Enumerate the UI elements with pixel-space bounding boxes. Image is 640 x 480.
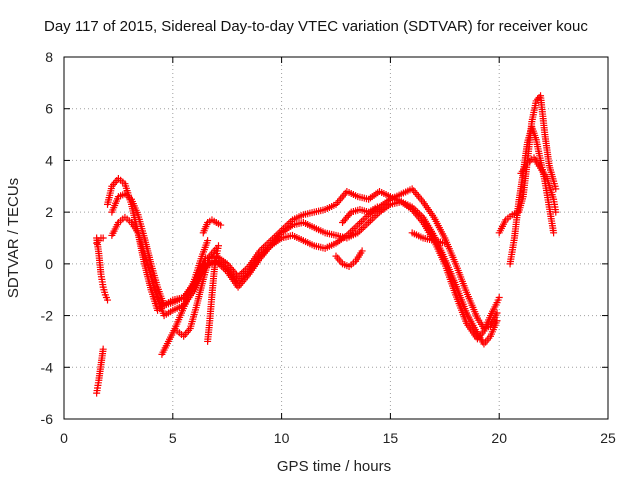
data-point — [414, 192, 422, 200]
data-point — [410, 187, 418, 195]
x-tick-label: 15 — [383, 430, 399, 446]
data-point — [217, 221, 225, 229]
data-point — [337, 195, 345, 203]
x-tick-label: 10 — [274, 430, 290, 446]
y-tick-label: 4 — [45, 152, 53, 168]
y-tick-label: -4 — [41, 359, 54, 375]
data-point — [99, 345, 107, 353]
x-tick-label: 25 — [600, 430, 616, 446]
x-tick-label: 0 — [60, 430, 68, 446]
data-point — [550, 229, 558, 237]
x-tick-label: 5 — [169, 430, 177, 446]
axis-ticks: 0 5 10 15 20 25 -6 -4 -2 0 2 4 6 8 — [41, 49, 616, 446]
data-point — [214, 242, 222, 250]
y-tick-label: -6 — [41, 411, 54, 427]
y-tick-label: 8 — [45, 49, 53, 65]
data-points — [93, 92, 560, 397]
data-point — [495, 293, 503, 301]
chart-title: Day 117 of 2015, Sidereal Day-to-day VTE… — [44, 18, 588, 35]
data-point — [416, 194, 424, 202]
y-tick-label: 0 — [45, 256, 53, 272]
y-axis-label: SDTVAR / TECUs — [5, 178, 22, 298]
data-point — [373, 203, 381, 211]
data-point — [358, 247, 366, 255]
data-point — [441, 239, 449, 247]
data-point — [99, 234, 107, 242]
data-point — [204, 237, 212, 245]
data-point — [552, 185, 560, 193]
y-tick-label: 6 — [45, 101, 53, 117]
data-point — [552, 208, 560, 216]
data-point — [493, 309, 501, 317]
y-tick-label: 2 — [45, 204, 53, 220]
data-point — [338, 193, 346, 201]
data-point — [335, 197, 343, 205]
data-point — [104, 296, 112, 304]
y-tick-label: -2 — [41, 308, 54, 324]
x-axis-label: GPS time / hours — [277, 458, 391, 475]
data-point — [346, 210, 354, 218]
data-point — [413, 190, 421, 198]
x-tick-label: 20 — [491, 430, 507, 446]
plot-frame — [63, 56, 609, 420]
